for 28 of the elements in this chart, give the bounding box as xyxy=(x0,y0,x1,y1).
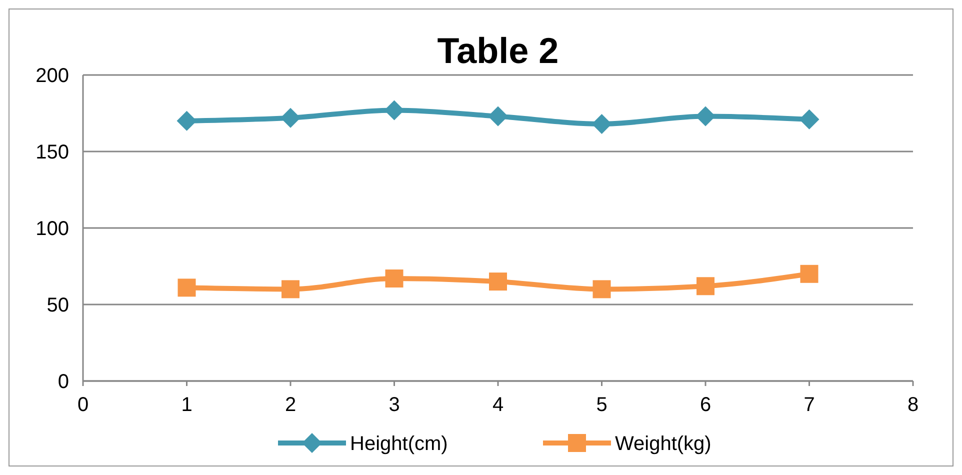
y-tick-label: 50 xyxy=(46,294,69,316)
x-tick-label: 0 xyxy=(77,394,89,416)
point xyxy=(385,269,404,288)
y-tick-label: 100 xyxy=(36,218,69,240)
y-tick-label: 0 xyxy=(58,371,69,393)
legend-label: Height(cm) xyxy=(350,433,448,455)
x-tick-label: 3 xyxy=(388,394,400,416)
x-tick-label: 1 xyxy=(181,394,192,416)
point xyxy=(696,277,714,296)
legend-label: Weight(kg) xyxy=(615,433,712,455)
y-tick-label: 150 xyxy=(36,142,69,164)
point xyxy=(178,278,196,297)
x-tick-label: 8 xyxy=(907,394,919,416)
x-tick-label: 6 xyxy=(700,394,712,416)
point xyxy=(282,280,300,298)
x-tick-label: 2 xyxy=(284,394,296,416)
point xyxy=(280,108,300,128)
point xyxy=(696,106,716,126)
x-tick-label: 5 xyxy=(596,394,608,416)
point xyxy=(489,272,507,291)
point xyxy=(488,106,508,126)
point xyxy=(800,264,818,283)
y-tick-label: 200 xyxy=(36,65,69,87)
point xyxy=(592,280,611,298)
chart-title: Table 2 xyxy=(437,30,559,71)
x-tick-label: 4 xyxy=(492,394,504,416)
point xyxy=(799,109,820,130)
x-tick-label: 7 xyxy=(804,394,815,416)
